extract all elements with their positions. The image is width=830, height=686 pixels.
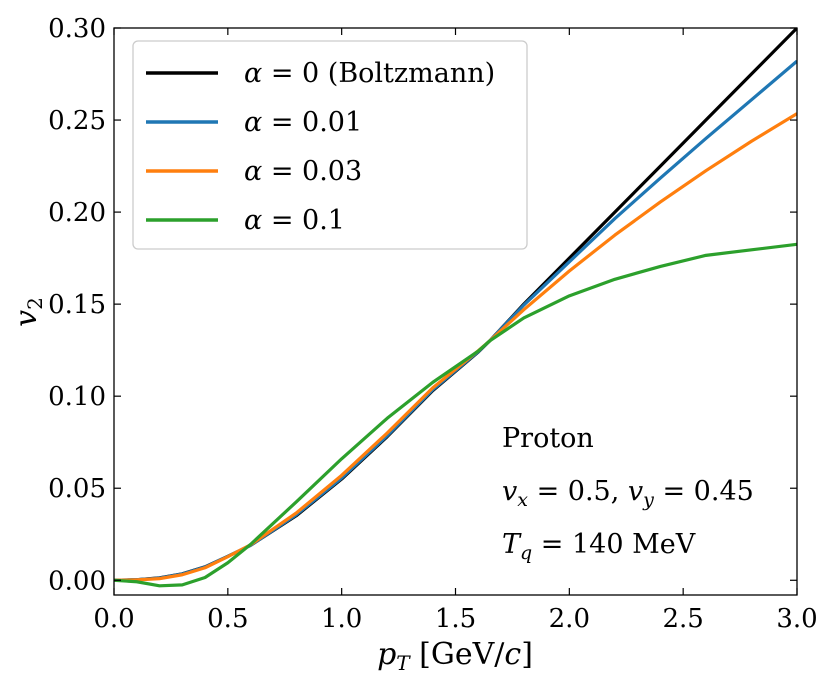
ticks-layer: 0.0 0.5 1.0 1.5 2.0 2.5 3.0 0.00 0.05 0.10 0.15 0.2…: [48, 14, 818, 634]
legend-label-3: α = 0.1: [244, 205, 345, 236]
y-tick-label: 0.15: [48, 290, 106, 320]
y-tick-label: 0.00: [48, 566, 106, 596]
x-tick-label: 2.5: [662, 604, 703, 634]
legend-alpha-3: α: [244, 205, 262, 236]
x-tick-label: 3.0: [776, 604, 817, 634]
series-line-2: [114, 112, 797, 582]
legend-frame: [132, 40, 528, 250]
legend-entry-1: α = 0.01: [146, 107, 362, 138]
annotation-particle: Proton: [502, 423, 594, 454]
x-axis-label-c: c: [504, 637, 521, 672]
y-tick-label: 0.20: [48, 198, 106, 228]
annotation-block: Proton vx = 0.5, vy = 0.45 Tq = 140 MeV: [502, 423, 754, 564]
x-tick-label: 0.0: [93, 604, 134, 634]
x-tick-label: 0.5: [207, 604, 248, 634]
legend-entry-2: α = 0.03: [146, 156, 362, 187]
y-axis-label: v2: [9, 297, 47, 327]
legend-alpha-1: α: [244, 107, 262, 138]
legend-value-2: = 0.03: [262, 156, 362, 187]
y-tick-label: 0.05: [48, 474, 106, 504]
annotation-temp-value: = 140 MeV: [532, 529, 696, 560]
x-axis-label-sub: T: [396, 651, 411, 675]
annotation-vx-value: = 0.5,: [528, 476, 628, 507]
legend-label-0: α = 0 (Boltzmann): [244, 58, 495, 89]
legend: α = 0 (Boltzmann) α = 0.01 α = 0.03 α = …: [132, 40, 528, 250]
x-tick-label: 2.0: [549, 604, 590, 634]
y-axis-label-sub: 2: [23, 297, 47, 310]
annotation-vy-label: v: [628, 476, 643, 507]
series-line-3: [114, 242, 797, 588]
legend-alpha-2: α: [244, 156, 262, 187]
annotation-temp-sub: q: [520, 542, 532, 564]
legend-entry-3: α = 0.1: [146, 205, 345, 236]
annotation-temp-label: T: [502, 529, 522, 560]
legend-label-2: α = 0.03: [244, 156, 362, 187]
y-tick-label: 0.30: [48, 14, 106, 44]
y-axis-label-v: v: [9, 310, 44, 327]
legend-entry-0: α = 0 (Boltzmann): [146, 58, 495, 89]
legend-label-1: α = 0.01: [244, 107, 362, 138]
annotation-vy-value: = 0.45: [654, 476, 754, 507]
x-axis-label-rest: [GeV/: [410, 637, 506, 672]
legend-value-1: = 0.01: [262, 107, 362, 138]
legend-value-3: = 0.1: [262, 205, 345, 236]
x-tick-label: 1.0: [321, 604, 362, 634]
y-tick-label: 0.10: [48, 382, 106, 412]
annotation-vx-label: v: [502, 476, 517, 507]
x-tick-label: 1.5: [435, 604, 476, 634]
series-layer: [114, 28, 797, 588]
legend-alpha-0: α: [244, 58, 262, 89]
x-axis-label: pT [GeV/c]: [377, 637, 533, 675]
x-axis-label-p: p: [377, 637, 396, 672]
legend-value-0: = 0 (Boltzmann): [262, 58, 495, 89]
annotation-flow: vx = 0.5, vy = 0.45: [502, 476, 754, 511]
y-tick-label: 0.25: [48, 106, 106, 136]
annotation-temperature: Tq = 140 MeV: [502, 529, 696, 564]
x-axis-label-close: ]: [521, 637, 533, 672]
annotation-vy-sub: y: [642, 489, 654, 511]
annotation-vx-sub: x: [517, 489, 528, 511]
